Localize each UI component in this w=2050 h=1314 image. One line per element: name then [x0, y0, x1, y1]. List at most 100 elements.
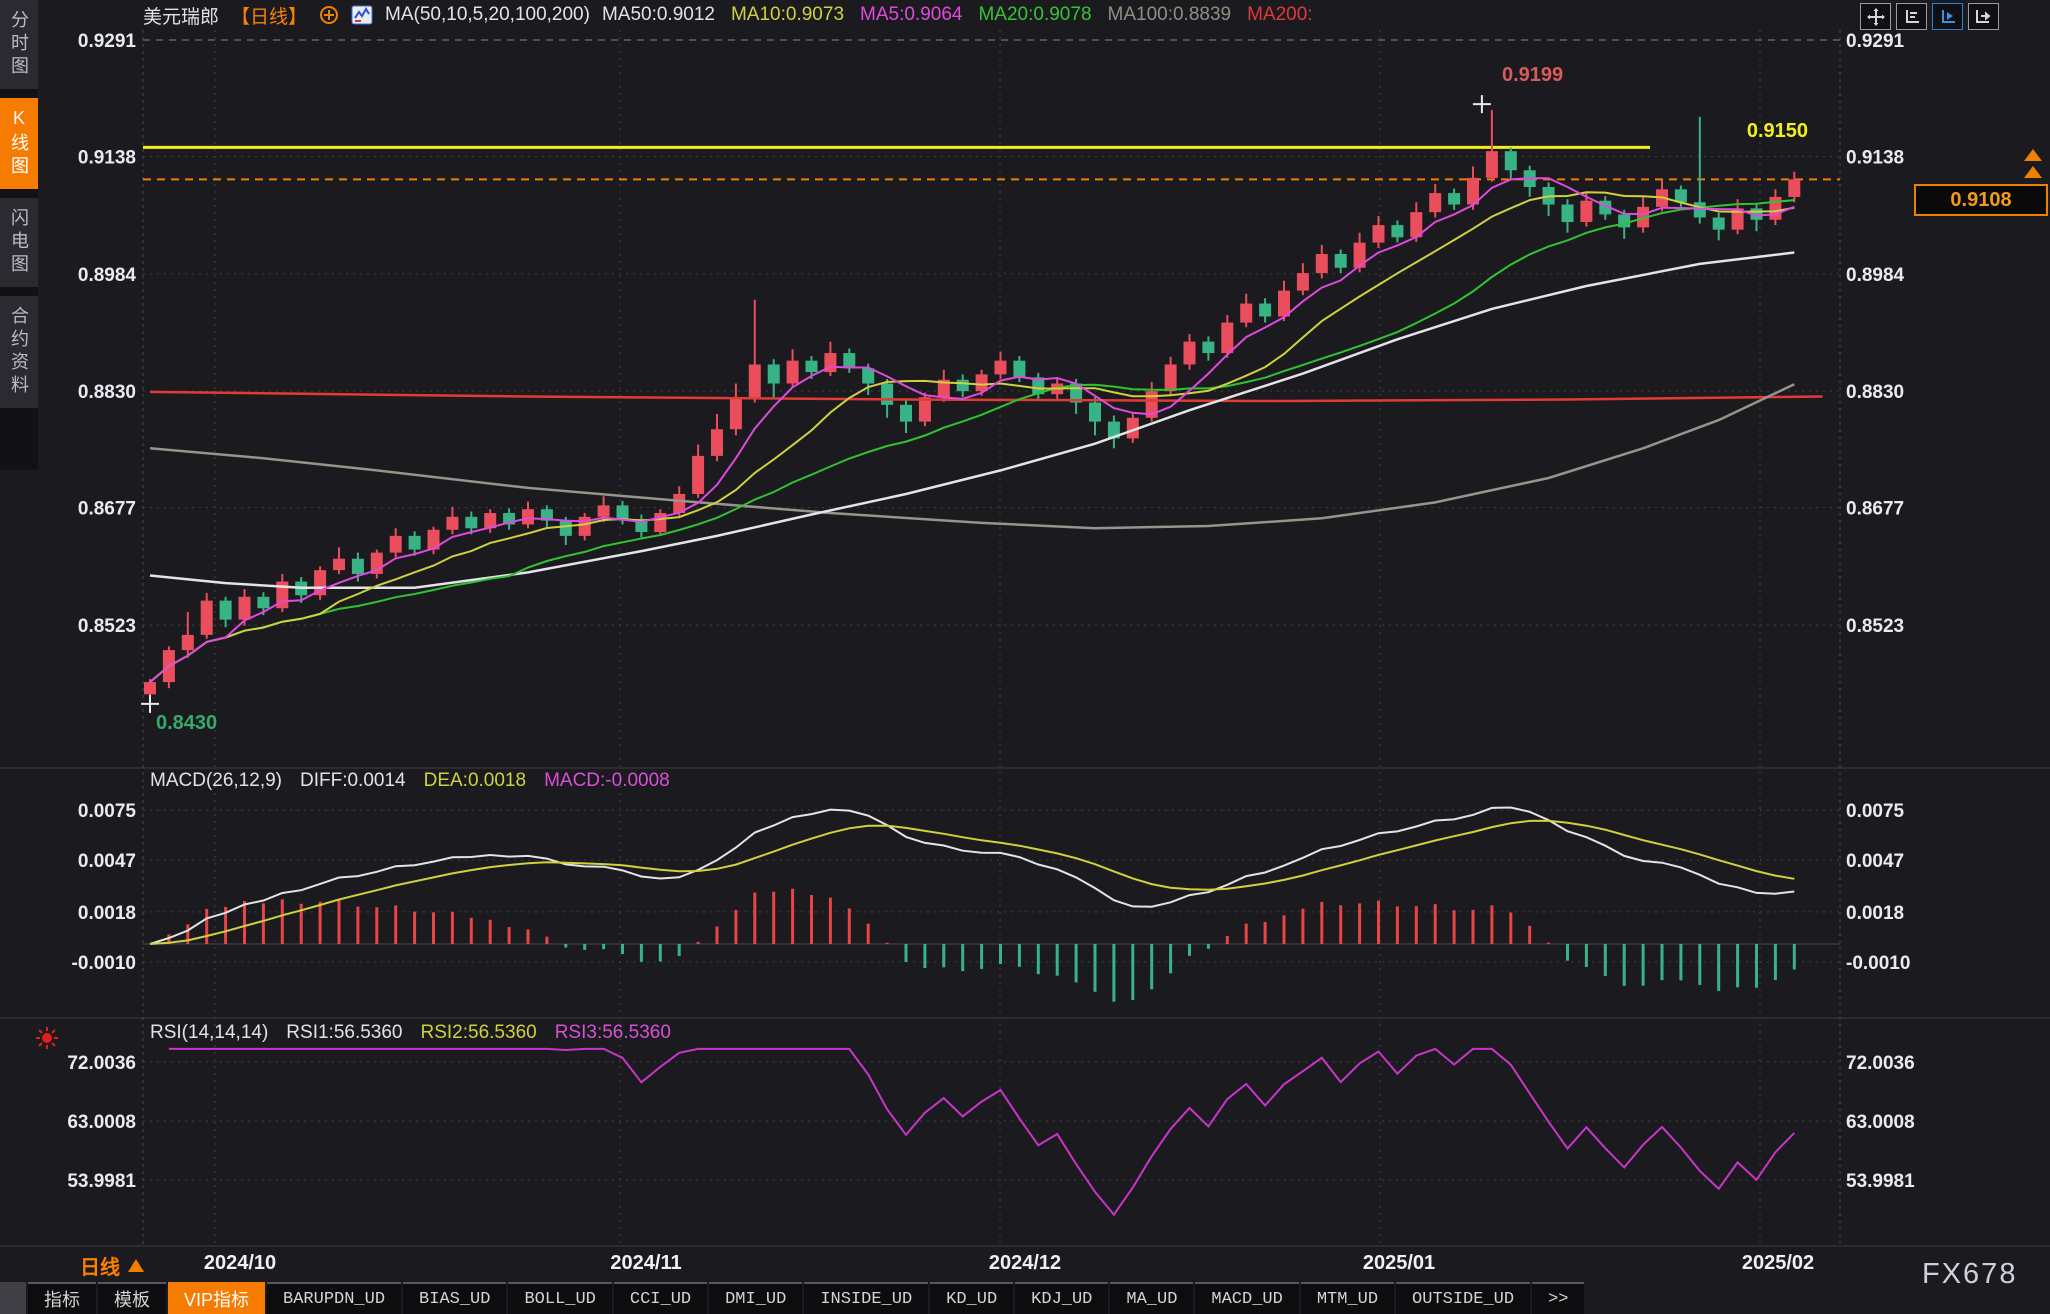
- macd-dea-line: [149, 819, 1795, 945]
- add-indicator-icon[interactable]: [319, 5, 339, 25]
- svg-text:0.8984: 0.8984: [78, 265, 137, 286]
- sidebar-item-label: 分时图: [9, 10, 29, 79]
- tab-BARUPDN_UD[interactable]: BARUPDN_UD: [267, 1282, 402, 1314]
- ma50-line: [149, 251, 1795, 589]
- ma100-line: [149, 383, 1795, 530]
- rsi-line: [168, 1047, 1796, 1217]
- sidebar-item-contract-info[interactable]: 合约资料: [0, 296, 38, 408]
- axis-scale-right-button[interactable]: [1968, 3, 1999, 30]
- svg-text:53.9981: 53.9981: [67, 1171, 136, 1192]
- current-price-box: 0.9108: [1914, 184, 2048, 216]
- chart-mode-sidebar: 分时图 K线图 闪电图 合约资料: [0, 0, 38, 470]
- ma-settings-label: MA(50,10,5,20,100,200): [385, 4, 590, 25]
- high-price-label: 0.9199: [1502, 64, 1564, 86]
- tab-KDJ_UD[interactable]: KDJ_UD: [1015, 1282, 1109, 1314]
- chart-style-icon[interactable]: [351, 5, 373, 25]
- chart-toolbar: [1860, 3, 1999, 30]
- svg-text:0.0018: 0.0018: [78, 903, 136, 924]
- sidebar-item-timeshare-chart[interactable]: 分时图: [0, 0, 38, 89]
- level-lines: [143, 145, 1840, 181]
- moving-averages-layer: [149, 177, 1823, 683]
- date-label: 2025/01: [1362, 1252, 1436, 1274]
- tab-VIP指标[interactable]: VIP指标: [168, 1282, 266, 1314]
- svg-text:63.0008: 63.0008: [1846, 1112, 1915, 1133]
- tab-OUTSIDE_UD[interactable]: OUTSIDE_UD: [1396, 1282, 1531, 1314]
- svg-text:0.9138: 0.9138: [78, 148, 136, 169]
- svg-text:0.0075: 0.0075: [1846, 801, 1905, 822]
- low-price-label: 0.8430: [156, 712, 218, 734]
- rsi1-value: RSI1:56.5360: [286, 1022, 403, 1043]
- macd-params: MACD(26,12,9): [150, 770, 282, 791]
- pan-tool-button[interactable]: [1860, 3, 1891, 30]
- svg-text:0.8523: 0.8523: [78, 616, 136, 637]
- ma-readout-2: MA5:0.9064: [860, 4, 963, 25]
- tab-MA_UD[interactable]: MA_UD: [1110, 1282, 1194, 1314]
- ma-readout-5: MA200:: [1247, 4, 1313, 25]
- tab-指标[interactable]: 指标: [28, 1282, 96, 1314]
- tab-INSIDE_UD[interactable]: INSIDE_UD: [804, 1282, 929, 1314]
- extreme-markers: [141, 95, 1491, 713]
- svg-text:-0.0010: -0.0010: [72, 953, 136, 974]
- rsi-header: RSI(14,14,14) RSI1:56.5360 RSI2:56.5360 …: [150, 1022, 671, 1044]
- date-label: 2024/12: [988, 1252, 1062, 1274]
- alert-sun-icon[interactable]: [34, 1025, 60, 1051]
- tab-CCI_UD[interactable]: CCI_UD: [613, 1282, 708, 1314]
- tab-模板[interactable]: 模板: [98, 1282, 166, 1314]
- macd-diff-line: [149, 806, 1795, 945]
- svg-text:-0.0010: -0.0010: [1846, 953, 1910, 974]
- candles-layer: [144, 110, 1801, 696]
- svg-text:72.0036: 72.0036: [1846, 1053, 1915, 1074]
- tab-DMI_UD[interactable]: DMI_UD: [709, 1282, 803, 1314]
- svg-text:53.9981: 53.9981: [1846, 1171, 1915, 1192]
- resistance-price-label: 0.9150: [1746, 120, 1808, 142]
- ma10-line: [149, 191, 1795, 683]
- axis-scale-left-button[interactable]: [1896, 3, 1927, 30]
- watermark: FX678: [1922, 1258, 2018, 1290]
- period-tag[interactable]: 【日线】: [231, 6, 308, 28]
- sidebar-item-label: 合约资料: [9, 306, 29, 398]
- date-label: 2024/11: [610, 1252, 682, 1274]
- axis-scale-left-icon: [1905, 9, 1919, 23]
- svg-text:0.8677: 0.8677: [78, 499, 136, 520]
- date-label: 2024/10: [203, 1252, 277, 1274]
- indicator-tabbar: 指标 模板 VIP指标 BARUPDN_UD BIAS_UD BOLL_UD CCI_UD D…: [28, 1282, 1585, 1314]
- svg-text:0.0018: 0.0018: [1846, 903, 1904, 924]
- triangle-up-icon: [128, 1259, 144, 1272]
- sidebar-item-lightning-chart[interactable]: 闪电图: [0, 198, 38, 287]
- ma-readout-3: MA20:0.9078: [978, 4, 1092, 25]
- grid-layer: 0.9291 0.9291 0.9138 0.9138 0.8984 0.8984 0.88…: [0, 30, 2050, 1247]
- tab-more[interactable]: >>: [1532, 1282, 1585, 1314]
- tab-BOLL_UD[interactable]: BOLL_UD: [508, 1282, 612, 1314]
- pan-tool-icon: [1866, 7, 1885, 26]
- period-selector[interactable]: 日线: [80, 1251, 144, 1280]
- axis-scale-right-icon: [1975, 9, 1991, 23]
- ma-readout-0: MA50:0.9012: [601, 4, 715, 25]
- macd-value: MACD:-0.0008: [544, 770, 670, 791]
- rsi-params: RSI(14,14,14): [150, 1022, 269, 1043]
- svg-text:0.8523: 0.8523: [1846, 616, 1904, 637]
- ma-readout-1: MA10:0.9073: [730, 4, 845, 25]
- ma-readout-4: MA100:0.8839: [1107, 4, 1232, 25]
- rsi2-value: RSI2:56.5360: [420, 1022, 537, 1043]
- tab-KD_UD[interactable]: KD_UD: [930, 1282, 1014, 1314]
- corner-block: [0, 1282, 26, 1314]
- svg-text:0.8830: 0.8830: [78, 382, 136, 403]
- axis-scale-play-button[interactable]: [1932, 3, 1963, 30]
- symbol-title: 美元瑞郎: [143, 6, 220, 28]
- svg-text:0.9138: 0.9138: [1846, 148, 1904, 169]
- tab-MACD_UD[interactable]: MACD_UD: [1195, 1282, 1299, 1314]
- date-label: 2025/02: [1741, 1252, 1815, 1274]
- ma-readouts: MA50:0.9012 MA10:0.9073 MA5:0.9064 MA20:0.9…: [602, 4, 1313, 26]
- svg-text:72.0036: 72.0036: [67, 1053, 136, 1074]
- macd-diff-value: DIFF:0.0014: [300, 770, 406, 791]
- svg-text:0.9291: 0.9291: [1846, 31, 1905, 52]
- svg-text:0.9291: 0.9291: [78, 31, 137, 52]
- svg-text:0.8984: 0.8984: [1846, 265, 1905, 286]
- tab-BIAS_UD[interactable]: BIAS_UD: [403, 1282, 507, 1314]
- ma20-line: [149, 199, 1795, 683]
- tab-MTM_UD[interactable]: MTM_UD: [1300, 1282, 1395, 1314]
- period-selector-label: 日线: [80, 1257, 120, 1279]
- sidebar-item-kline-chart[interactable]: K线图: [0, 98, 38, 189]
